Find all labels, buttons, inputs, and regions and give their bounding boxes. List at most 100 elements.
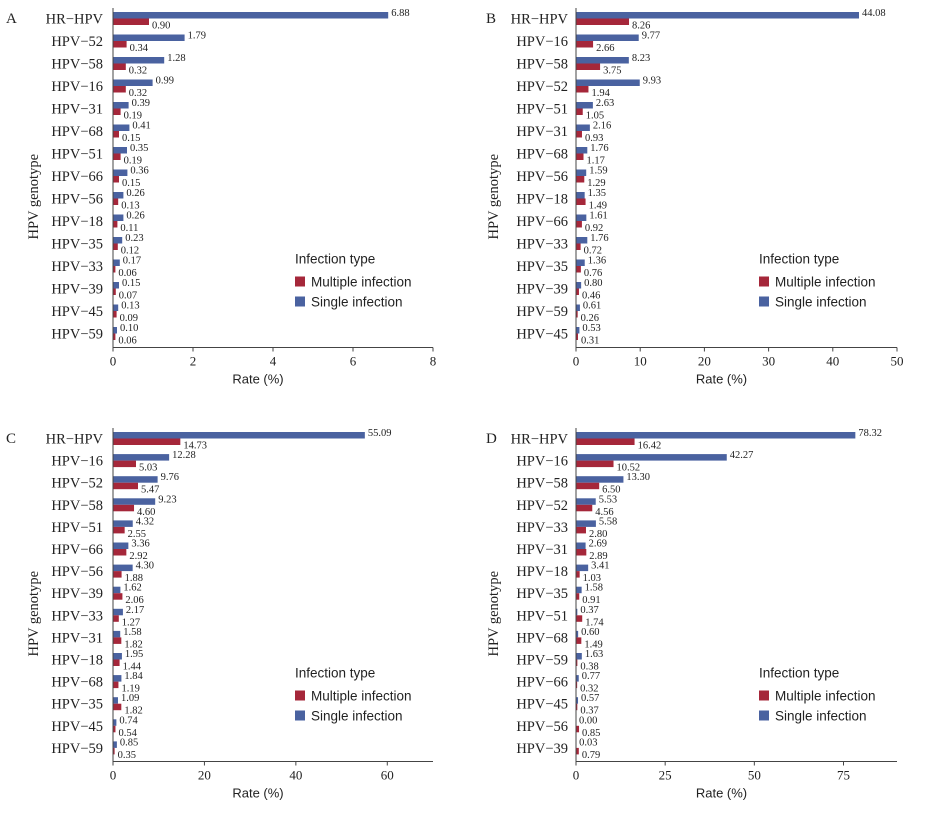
data-label-single: 0.99 — [156, 76, 174, 87]
legend-swatch-single — [759, 710, 769, 721]
bar-single-infection — [113, 124, 130, 131]
bar-multiple-infection — [576, 333, 578, 340]
category-label: HPV−68 — [516, 147, 568, 163]
bar-single-infection — [113, 102, 129, 109]
data-label-single: 55.09 — [368, 428, 392, 439]
data-label-multiple: 0.19 — [124, 111, 142, 122]
data-label-single: 1.09 — [121, 693, 139, 704]
bar-multiple-infection — [576, 504, 593, 512]
bar-multiple-infection — [113, 725, 116, 733]
category-label: HPV−45 — [516, 327, 568, 343]
data-label-multiple: 1.29 — [587, 178, 605, 189]
data-label-single: 0.23 — [125, 233, 143, 244]
data-label-multiple: 8.26 — [632, 21, 650, 32]
category-label: HPV−59 — [51, 741, 103, 757]
bar-single-infection — [113, 12, 389, 19]
category-label: HPV−59 — [51, 327, 103, 343]
data-label-single: 1.95 — [125, 649, 143, 660]
data-label-single: 1.28 — [167, 53, 185, 64]
bar-single-infection — [113, 586, 121, 594]
data-label-multiple: 1.03 — [583, 573, 601, 584]
data-label-multiple: 2.66 — [596, 43, 614, 54]
bar-single-infection — [576, 608, 578, 616]
x-tick-label: 60 — [381, 768, 394, 783]
legend-label-single: Single infection — [311, 295, 403, 310]
bar-multiple-infection — [576, 526, 586, 534]
bar-multiple-infection — [576, 659, 578, 666]
bar-single-infection — [576, 237, 588, 244]
category-label: HPV−56 — [516, 169, 568, 185]
bar-single-infection — [113, 237, 123, 244]
data-label-multiple: 0.35 — [118, 750, 136, 761]
data-label-single: 0.15 — [122, 278, 140, 289]
data-label-single: 78.32 — [858, 428, 882, 439]
legend: Infection type Multiple infection Single i… — [295, 252, 412, 310]
category-label: HPV−52 — [51, 34, 103, 50]
data-label-multiple: 0.11 — [120, 223, 138, 234]
category-label: HPV−68 — [51, 124, 103, 140]
bar-multiple-infection — [576, 288, 579, 295]
data-label-multiple: 1.19 — [121, 684, 139, 695]
data-label-multiple: 6.50 — [602, 485, 620, 496]
bar-multiple-infection — [576, 41, 594, 48]
legend-swatch-multiple — [759, 690, 769, 701]
bar-single-infection — [113, 697, 118, 704]
bar-multiple-infection — [113, 18, 149, 25]
legend-swatch-multiple — [759, 276, 769, 287]
x-tick-label: 8 — [430, 354, 437, 369]
data-label-multiple: 0.38 — [580, 662, 598, 673]
bar-single-infection — [113, 630, 121, 638]
y-axis-title: HPV genotype — [486, 154, 502, 240]
category-label: HPV−58 — [51, 57, 103, 73]
panel-d: D HPV genotype HR−HPV 78.32 16.42 HPV−16 42.27… — [486, 428, 897, 801]
bar-multiple-infection — [113, 311, 117, 318]
data-label-single: 1.35 — [588, 188, 606, 199]
bar-single-infection — [113, 432, 365, 439]
data-label-single: 44.08 — [862, 8, 886, 19]
bar-multiple-infection — [113, 659, 120, 666]
panel-letter: A — [6, 11, 17, 27]
bar-single-infection — [576, 214, 587, 221]
data-label-multiple: 5.47 — [141, 485, 159, 496]
bar-multiple-infection — [113, 703, 122, 711]
bar-single-infection — [576, 520, 596, 527]
bar-multiple-infection — [113, 108, 121, 115]
legend-label-multiple: Multiple infection — [311, 275, 412, 290]
data-label-single: 0.13 — [121, 301, 139, 312]
bar-multiple-infection — [113, 198, 119, 205]
category-label: HPV−68 — [51, 675, 103, 691]
data-label-multiple: 0.09 — [120, 313, 138, 324]
data-label-single: 0.00 — [579, 715, 597, 726]
bar-single-infection — [113, 34, 185, 41]
category-label: HPV−58 — [516, 476, 568, 492]
category-label: HPV−52 — [516, 79, 568, 95]
legend-title: Infection type — [759, 666, 839, 681]
x-tick-label: 50 — [748, 768, 761, 783]
legend-label-multiple: Multiple infection — [775, 275, 876, 290]
bar-single-infection — [113, 542, 129, 549]
bar-single-infection — [576, 653, 582, 660]
category-label: HPV−66 — [516, 675, 568, 691]
bar-multiple-infection — [576, 86, 589, 93]
bar-single-infection — [576, 259, 585, 266]
data-label-multiple: 0.85 — [582, 728, 600, 739]
data-label-multiple: 0.34 — [130, 43, 149, 54]
category-label: HR−HPV — [46, 432, 104, 448]
x-tick-label: 0 — [110, 768, 117, 783]
bar-multiple-infection — [113, 221, 118, 228]
data-label-single: 1.62 — [123, 583, 141, 594]
category-label: HPV−33 — [516, 520, 568, 536]
data-label-multiple: 0.90 — [152, 21, 170, 32]
data-label-multiple: 0.54 — [118, 728, 137, 739]
data-label-multiple: 0.91 — [582, 595, 600, 606]
data-label-multiple: 0.12 — [121, 246, 139, 257]
bar-multiple-infection — [113, 333, 116, 340]
x-tick-label: 0 — [573, 768, 580, 783]
data-label-multiple: 1.49 — [589, 201, 607, 212]
bar-single-infection — [576, 454, 727, 461]
bar-single-infection — [113, 169, 128, 176]
category-label: HPV−58 — [51, 498, 103, 514]
x-tick-label: 0 — [110, 354, 117, 369]
bar-single-infection — [576, 282, 582, 289]
category-label: HPV−31 — [516, 542, 568, 558]
